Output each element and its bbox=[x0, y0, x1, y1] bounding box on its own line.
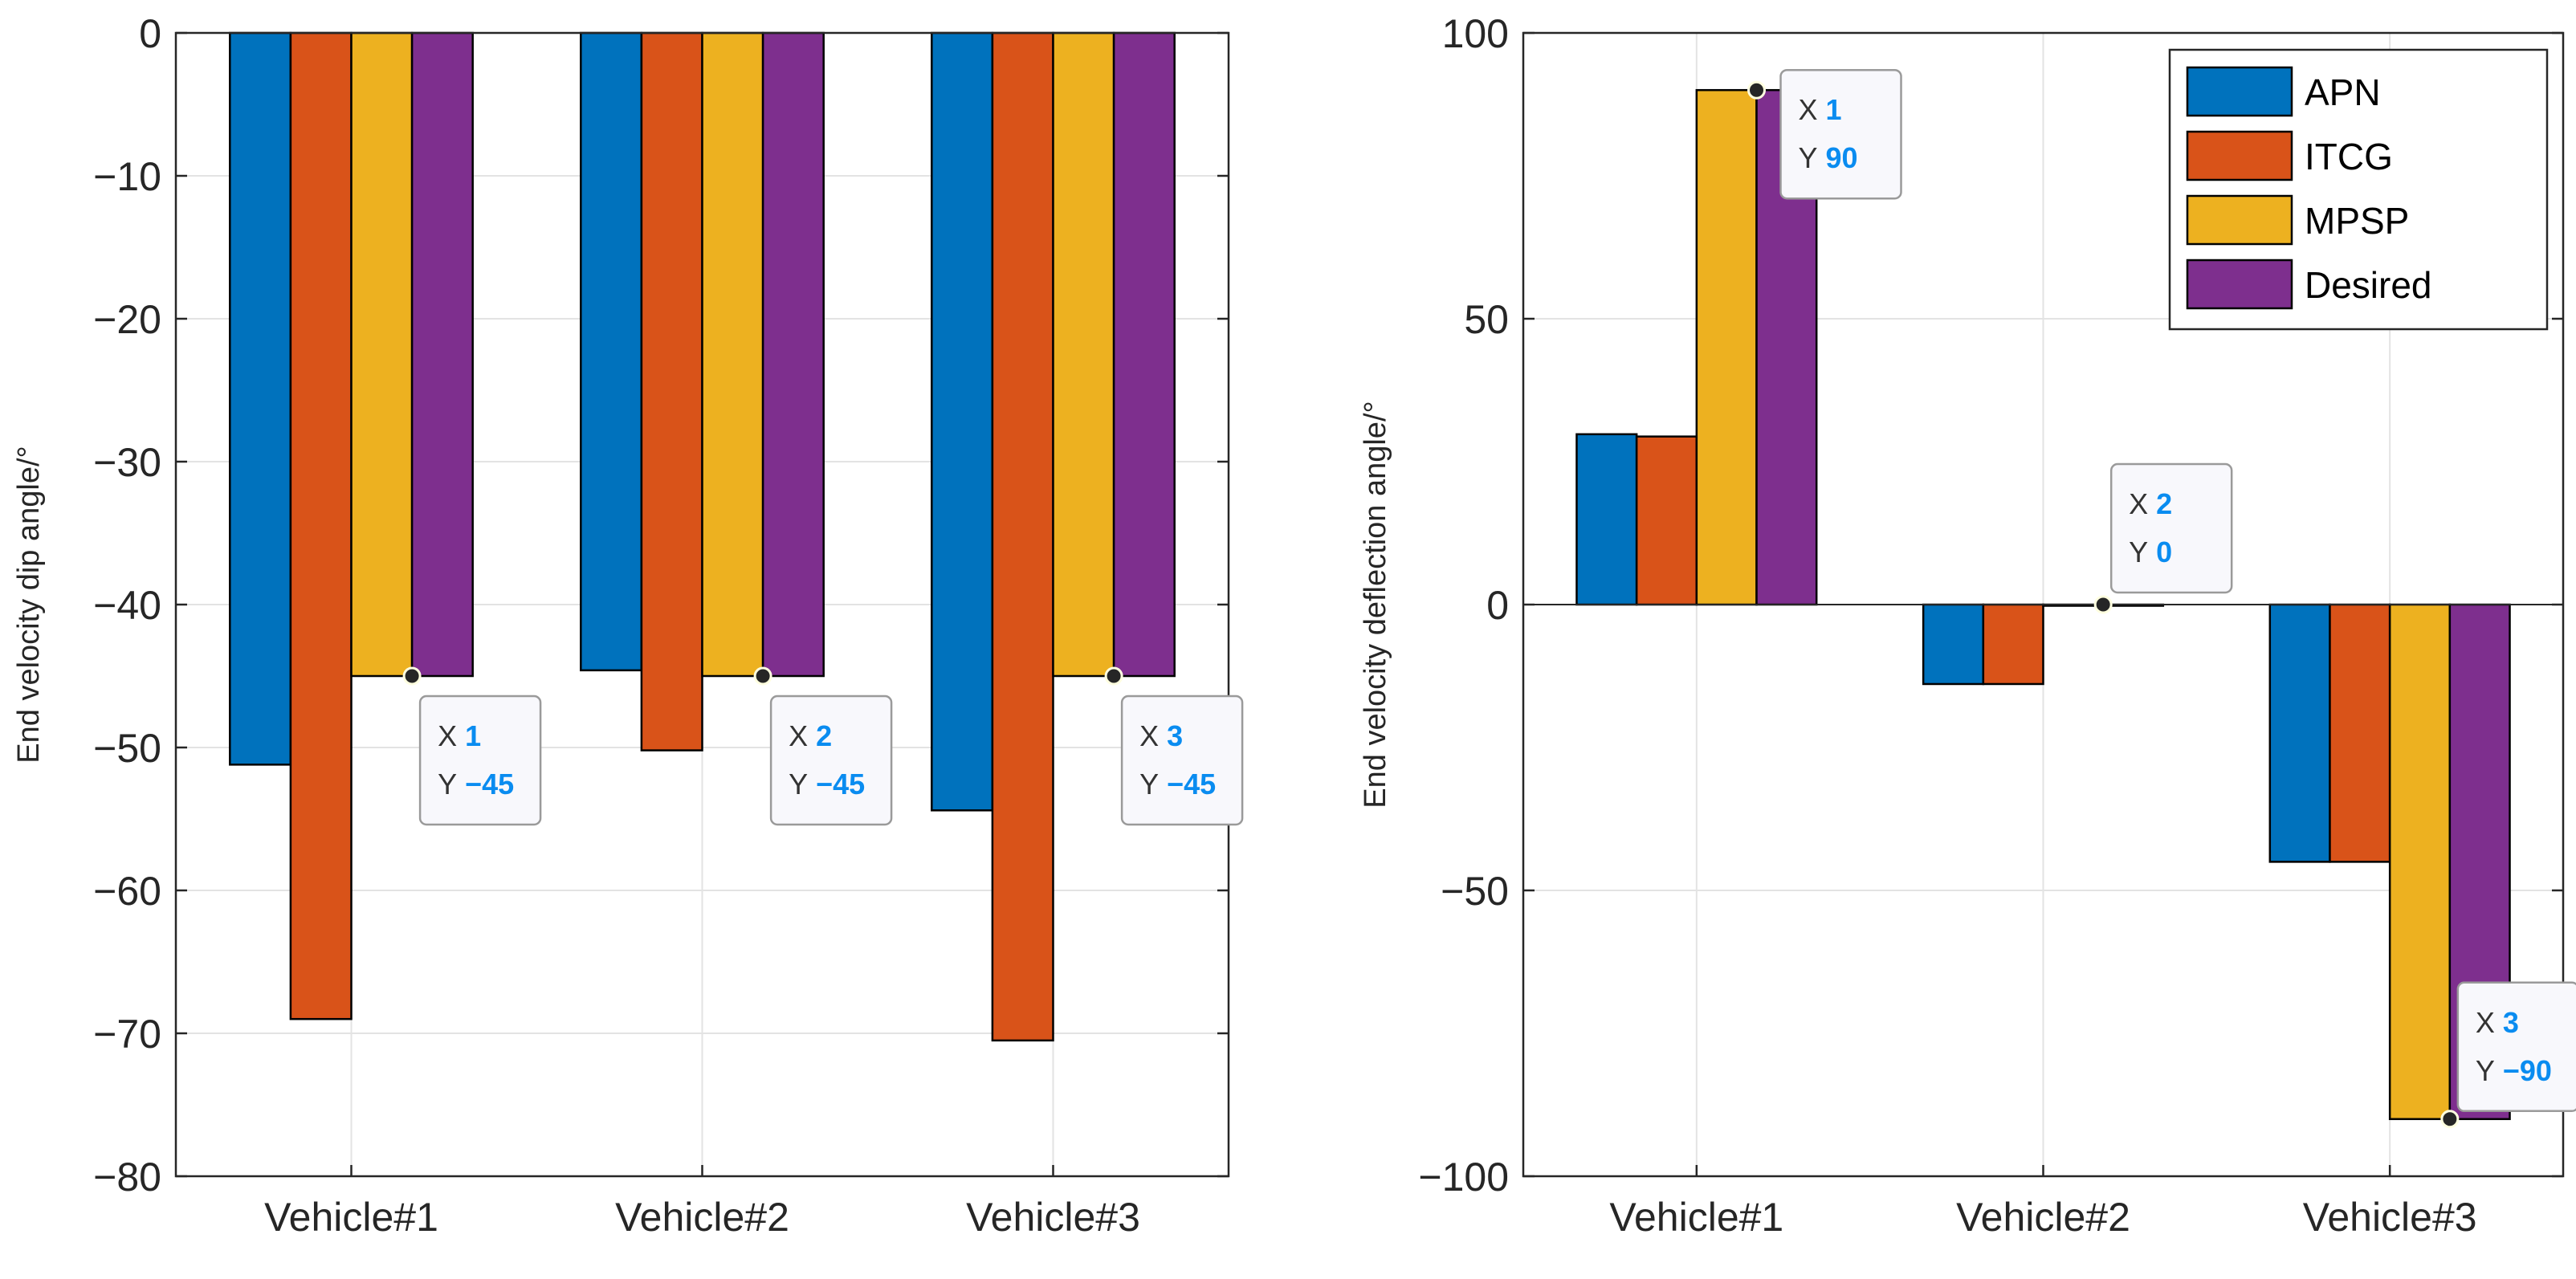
bar-mpsp-3 bbox=[1052, 31, 1115, 678]
bar-apn-1 bbox=[229, 31, 292, 766]
datatip-x-label: X bbox=[2476, 1006, 2495, 1039]
bar-itcg-2 bbox=[640, 31, 703, 752]
x-tick-label: Vehicle#2 bbox=[1956, 1195, 2130, 1240]
bar-apn-3 bbox=[2268, 603, 2331, 863]
bar-desired-2 bbox=[761, 31, 825, 678]
x-tick-label: Vehicle#3 bbox=[966, 1195, 1140, 1240]
x-tick-label: Vehicle#3 bbox=[2303, 1195, 2477, 1240]
x-tick-label: Vehicle#1 bbox=[1609, 1195, 1783, 1240]
y-tick-label: −100 bbox=[1418, 1155, 1509, 1200]
y-tick-label: −20 bbox=[93, 297, 161, 342]
y-tick-label: −60 bbox=[93, 869, 161, 914]
y-tick-label: 50 bbox=[1464, 297, 1509, 342]
datatip-y-label: Y bbox=[438, 768, 457, 800]
datatip-box bbox=[769, 694, 893, 826]
y-tick-label: −50 bbox=[93, 726, 161, 771]
datatip: X 2Y −45 bbox=[753, 666, 893, 826]
bar-itcg-3 bbox=[2329, 603, 2391, 863]
bar-apn-2 bbox=[1922, 603, 1985, 686]
y-tick-label: 0 bbox=[1486, 583, 1509, 628]
bar-apn-1 bbox=[1575, 433, 1638, 606]
chart-1: 0 −10 −20 −30 −40 −50 −60 −70 −80 Vehicle#1 Vehicl… bbox=[12, 11, 1244, 1240]
y-tick-label: −70 bbox=[93, 1012, 161, 1057]
datatip-y-value: −45 bbox=[1167, 768, 1216, 800]
legend-label-mpsp: MPSP bbox=[2305, 200, 2409, 242]
datatip-x-label: X bbox=[1139, 719, 1159, 752]
datatip-y-label: Y bbox=[1799, 141, 1818, 174]
legend: APN ITCG MPSP Desired bbox=[2168, 48, 2549, 331]
datatip-x-value: 2 bbox=[2156, 487, 2172, 520]
datatip-marker bbox=[753, 666, 772, 686]
datatip-y-value: −90 bbox=[2503, 1054, 2552, 1087]
y-tick-label: −50 bbox=[1441, 869, 1509, 914]
x-tick-label: Vehicle#2 bbox=[615, 1195, 789, 1240]
bar-mpsp-2 bbox=[701, 31, 764, 678]
datatip-y-label: Y bbox=[1139, 768, 1159, 800]
datatip-marker bbox=[2440, 1110, 2460, 1129]
bar-itcg-2 bbox=[1982, 603, 2044, 686]
datatip: X 1Y −45 bbox=[402, 666, 542, 826]
datatip: X 3Y −45 bbox=[1104, 666, 1244, 826]
y-tick-label: 100 bbox=[1442, 11, 1509, 56]
legend-label-apn: APN bbox=[2305, 71, 2381, 113]
datatip-y-label: Y bbox=[2129, 536, 2148, 568]
datatip-y-value: −45 bbox=[465, 768, 514, 800]
y-axis-label: End velocity dip angle/° bbox=[12, 446, 46, 763]
legend-label-itcg: ITCG bbox=[2305, 136, 2393, 177]
datatip-y-value: 0 bbox=[2156, 536, 2172, 568]
y-tick-label: −10 bbox=[93, 154, 161, 199]
bar-apn-3 bbox=[931, 31, 994, 812]
y-tick-label: 0 bbox=[139, 11, 161, 56]
datatip-y-value: 90 bbox=[1826, 141, 1858, 174]
legend-swatch-apn bbox=[2186, 66, 2293, 117]
legend-label-desired: Desired bbox=[2305, 264, 2432, 306]
datatip-box bbox=[2109, 462, 2233, 594]
chart-2: 100 50 0 −50 −100 Vehicle#1 Vehicle#2 Vehicle#3… bbox=[1359, 11, 2576, 1240]
y-tick-label: −40 bbox=[93, 583, 161, 628]
datatip-box bbox=[418, 694, 542, 826]
datatip-y-label: Y bbox=[2476, 1054, 2495, 1087]
bar-apn-2 bbox=[580, 31, 643, 672]
datatip-x-label: X bbox=[438, 719, 457, 752]
legend-swatch-itcg bbox=[2186, 130, 2293, 181]
bar-mpsp-3 bbox=[2388, 603, 2452, 1121]
y-tick-label: −80 bbox=[93, 1155, 161, 1200]
datatip-marker bbox=[402, 666, 422, 686]
datatip-marker bbox=[1104, 666, 1123, 686]
datatip-x-label: X bbox=[2129, 487, 2148, 520]
datatip-x-value: 3 bbox=[2503, 1006, 2519, 1039]
datatip: X 3Y −90 bbox=[2440, 981, 2576, 1129]
datatip-x-label: X bbox=[1799, 93, 1818, 126]
x-tick-label: Vehicle#1 bbox=[264, 1195, 438, 1240]
bar-desired-3 bbox=[1112, 31, 1176, 678]
bar-itcg-1 bbox=[1635, 435, 1698, 606]
datatip-x-value: 2 bbox=[816, 719, 832, 752]
datatip-marker bbox=[2093, 595, 2113, 614]
datatip-box bbox=[2456, 981, 2576, 1113]
legend-swatch-desired bbox=[2186, 259, 2293, 310]
datatip-x-label: X bbox=[789, 719, 808, 752]
bar-itcg-1 bbox=[289, 31, 353, 1020]
bar-mpsp-1 bbox=[350, 31, 414, 678]
y-axis-label: End velocity deflection angle/° bbox=[1359, 401, 1392, 808]
legend-swatch-mpsp bbox=[2186, 194, 2293, 246]
bar-itcg-3 bbox=[991, 31, 1054, 1042]
bar-mpsp-1 bbox=[1695, 88, 1758, 606]
datatip-x-value: 3 bbox=[1167, 719, 1183, 752]
datatip-marker bbox=[1747, 80, 1767, 100]
datatip: X 1Y 90 bbox=[1747, 68, 1902, 200]
datatip-x-value: 1 bbox=[1826, 93, 1842, 126]
bar-desired-1 bbox=[410, 31, 474, 678]
datatip-box bbox=[1120, 694, 1244, 826]
datatip: X 2Y 0 bbox=[2093, 462, 2233, 614]
y-tick-label: −30 bbox=[93, 440, 161, 485]
datatip-x-value: 1 bbox=[465, 719, 481, 752]
datatip-y-label: Y bbox=[789, 768, 808, 800]
datatip-y-value: −45 bbox=[816, 768, 865, 800]
datatip-box bbox=[1779, 68, 1902, 200]
